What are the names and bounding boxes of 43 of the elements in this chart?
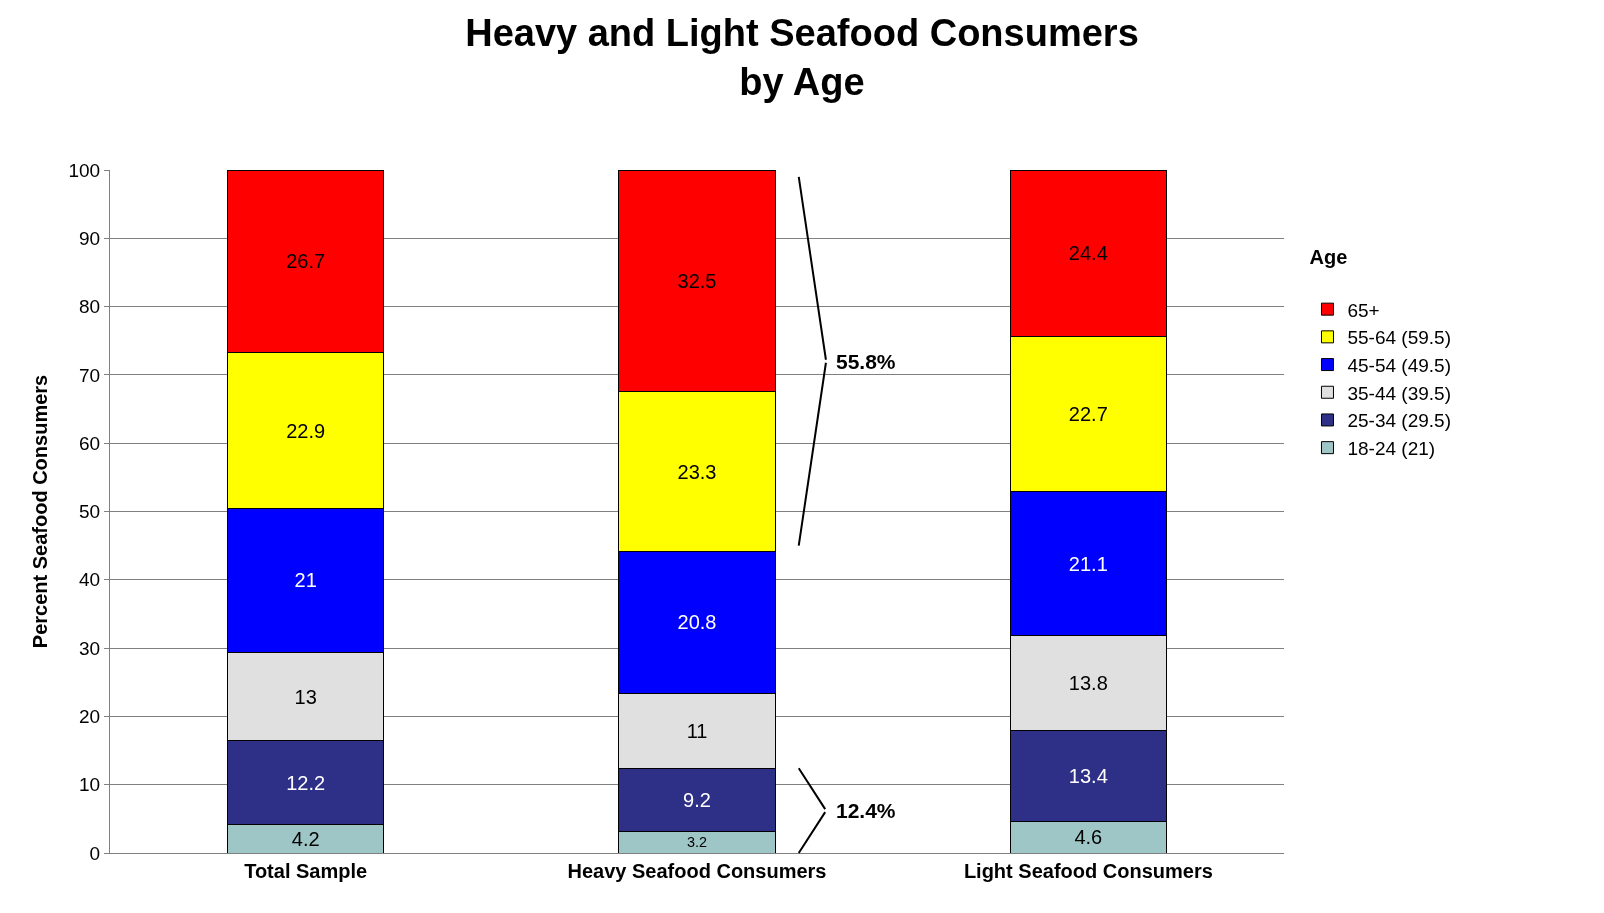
legend-title: Age — [1309, 246, 1348, 269]
legend-label: 45-54 (49.5) — [1347, 354, 1451, 376]
y-tick-label: 40 — [79, 569, 101, 591]
data-label: 23.3 — [677, 460, 717, 483]
y-tick-label: 50 — [79, 501, 101, 523]
data-label: 13.4 — [1068, 764, 1108, 787]
data-label: 22.7 — [1068, 403, 1108, 426]
y-tick-label: 60 — [79, 432, 101, 454]
data-label: 24.4 — [1068, 242, 1108, 265]
data-label: 12.2 — [286, 771, 326, 794]
y-tick-label: 100 — [68, 159, 101, 181]
y-tick-label: 0 — [89, 842, 101, 864]
data-label: 3.2 — [686, 834, 708, 851]
x-tick-label: Light Seafood Consumers — [963, 860, 1213, 882]
annotation: 55.8% — [836, 350, 896, 373]
data-label: 20.8 — [677, 611, 717, 634]
data-label: 13.8 — [1068, 671, 1108, 694]
legend-label: 25-34 (29.5) — [1347, 410, 1451, 432]
legend-label: 18-24 (21) — [1347, 438, 1436, 460]
legend-label: 65+ — [1347, 299, 1380, 321]
legend-label: 35-44 (39.5) — [1347, 382, 1451, 404]
y-tick-label: 10 — [79, 774, 101, 796]
y-tick-label: 70 — [79, 364, 101, 386]
data-label: 4.2 — [291, 827, 320, 850]
data-label: 22.9 — [286, 419, 326, 442]
y-axis-title: Percent Seafood Consumers — [29, 374, 51, 649]
chart-title: Heavy and Light Seafood Consumers by Age — [465, 11, 1139, 104]
y-tick-label: 20 — [79, 706, 101, 728]
y-tick-label: 90 — [79, 227, 101, 249]
y-tick-label: 80 — [79, 296, 101, 318]
data-label: 21.1 — [1068, 552, 1108, 575]
x-tick-label: Total Sample — [244, 860, 368, 882]
annotation: 12.4% — [836, 799, 896, 822]
data-label: 26.7 — [286, 250, 326, 273]
legend-label: 55-64 (59.5) — [1347, 327, 1451, 349]
y-tick-label: 30 — [79, 637, 101, 659]
data-label: 11 — [686, 719, 708, 742]
data-label: 9.2 — [683, 788, 711, 811]
x-tick-label: Heavy Seafood Consumers — [567, 860, 827, 882]
data-label: 13 — [294, 685, 317, 708]
data-label: 32.5 — [677, 269, 717, 292]
data-label: 21 — [294, 569, 317, 592]
data-label: 4.6 — [1074, 826, 1103, 849]
